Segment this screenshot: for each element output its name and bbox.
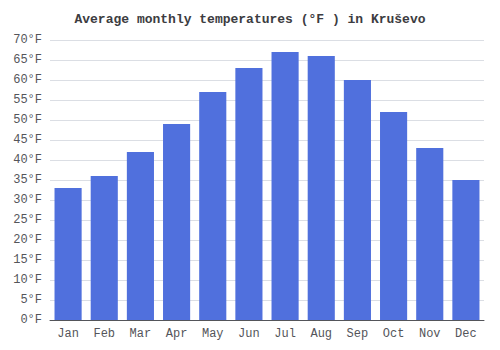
svg-text:70°F: 70°F bbox=[13, 33, 42, 47]
svg-text:Oct: Oct bbox=[383, 327, 405, 341]
svg-text:Jan: Jan bbox=[57, 327, 79, 341]
svg-text:60°F: 60°F bbox=[13, 73, 42, 87]
svg-text:Sep: Sep bbox=[347, 327, 369, 341]
svg-text:35°F: 35°F bbox=[13, 173, 42, 187]
svg-text:Jun: Jun bbox=[238, 327, 260, 341]
svg-text:30°F: 30°F bbox=[13, 193, 42, 207]
svg-text:40°F: 40°F bbox=[13, 153, 42, 167]
svg-text:Apr: Apr bbox=[166, 327, 188, 341]
svg-text:Nov: Nov bbox=[419, 327, 441, 341]
svg-text:20°F: 20°F bbox=[13, 233, 42, 247]
svg-text:45°F: 45°F bbox=[13, 133, 42, 147]
svg-text:0°F: 0°F bbox=[20, 313, 42, 327]
svg-text:Jul: Jul bbox=[274, 327, 296, 341]
svg-text:10°F: 10°F bbox=[13, 273, 42, 287]
svg-text:15°F: 15°F bbox=[13, 253, 42, 267]
svg-text:55°F: 55°F bbox=[13, 93, 42, 107]
svg-text:65°F: 65°F bbox=[13, 53, 42, 67]
svg-text:Aug: Aug bbox=[310, 327, 332, 341]
svg-text:25°F: 25°F bbox=[13, 213, 42, 227]
svg-text:5°F: 5°F bbox=[20, 293, 42, 307]
svg-text:Feb: Feb bbox=[93, 327, 115, 341]
svg-text:50°F: 50°F bbox=[13, 113, 42, 127]
svg-text:Average monthly temperatures (: Average monthly temperatures (°F ) in Kr… bbox=[74, 12, 425, 27]
svg-text:Mar: Mar bbox=[130, 327, 152, 341]
svg-text:May: May bbox=[202, 327, 224, 341]
svg-text:Dec: Dec bbox=[455, 327, 477, 341]
